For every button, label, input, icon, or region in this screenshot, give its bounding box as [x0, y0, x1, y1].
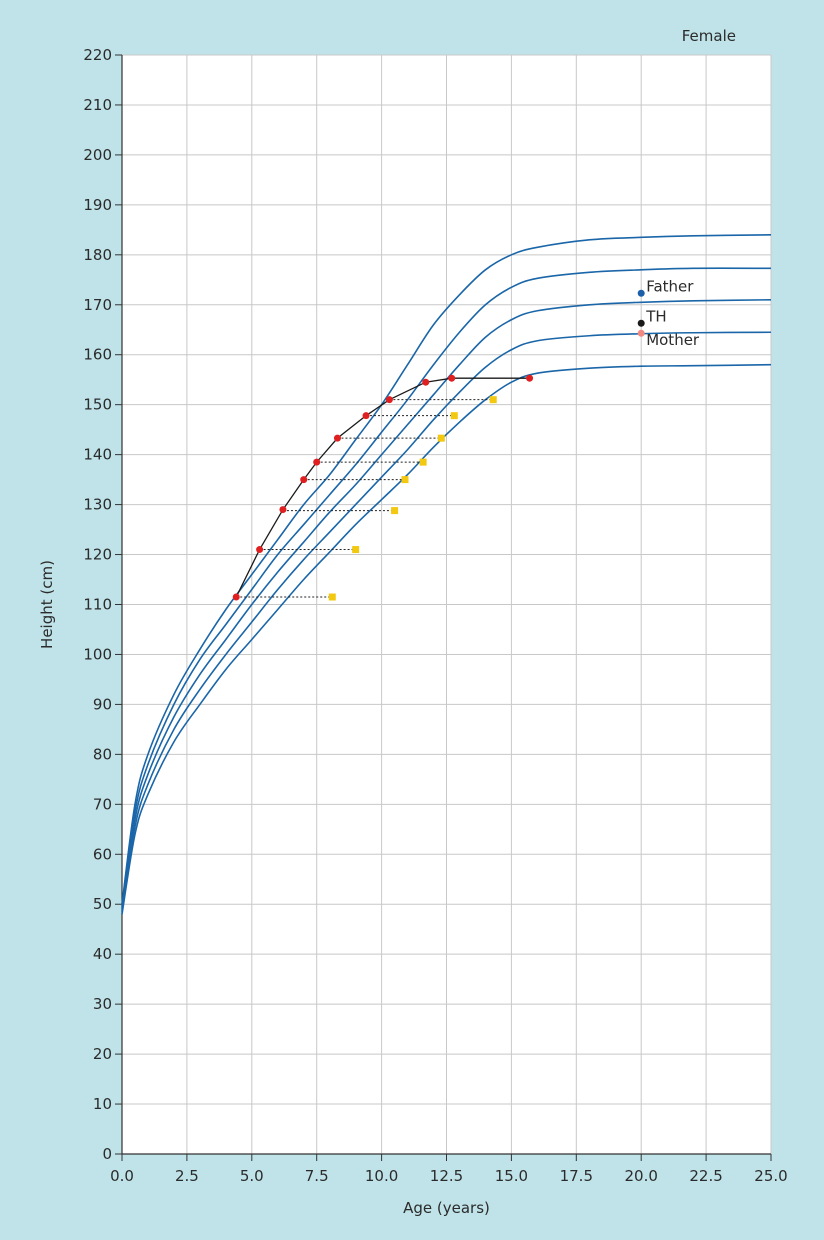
- y-tick-label: 220: [83, 46, 112, 64]
- parent-label: TH: [645, 307, 666, 325]
- centile-curve: [121, 234, 772, 905]
- centile-curve: [121, 267, 772, 907]
- bone-age-point: [328, 593, 336, 601]
- parent-label: Mother: [646, 331, 700, 349]
- y-tick-label: 100: [83, 645, 112, 663]
- y-tick-label: 70: [93, 795, 112, 813]
- measured-height-point: [279, 506, 287, 514]
- x-tick-label: 15.0: [495, 1167, 528, 1185]
- tick-labels: 0.0 2.5 5.0 7.5 10.0 12.5 15.0 17.5 20.0 22.5 25.0…: [83, 46, 787, 1185]
- centile-curve: [121, 331, 772, 912]
- measured-height-point: [422, 378, 430, 386]
- measured-height-point: [300, 476, 308, 484]
- measured-height-point: [385, 396, 393, 404]
- x-tick-label: 2.5: [175, 1167, 199, 1185]
- bone-age-point: [437, 434, 445, 442]
- parent-point: [637, 289, 645, 297]
- y-axis-title: Height (cm): [38, 560, 56, 649]
- series: [121, 234, 772, 915]
- x-tick-label: 12.5: [430, 1167, 463, 1185]
- measured-height-point: [362, 412, 370, 420]
- measured-height-point: [232, 593, 240, 601]
- y-tick-label: 20: [93, 1045, 112, 1063]
- measured-height-point: [333, 434, 341, 442]
- y-tick-label: 30: [93, 995, 112, 1013]
- y-tick-label: 0: [102, 1145, 112, 1163]
- measured-height-point: [448, 374, 456, 382]
- chart-title: Female: [682, 27, 736, 45]
- bone-age-point: [419, 458, 427, 466]
- x-tick-label: 17.5: [560, 1167, 593, 1185]
- bone-age-point: [450, 412, 458, 420]
- x-tick-label: 25.0: [754, 1167, 787, 1185]
- data-marks: Father TH Mother: [232, 277, 700, 601]
- bone-age-point: [391, 507, 399, 515]
- measured-height-point: [526, 374, 534, 382]
- centile-curve: [121, 363, 772, 915]
- grid: [121, 54, 772, 1155]
- parent-point: [637, 329, 645, 337]
- measured-height-point: [313, 458, 321, 466]
- y-tick-label: 40: [93, 945, 112, 963]
- y-tick-label: 170: [83, 296, 112, 314]
- y-tick-label: 180: [83, 246, 112, 264]
- x-tick-label: 20.0: [624, 1167, 657, 1185]
- bone-age-point: [489, 396, 497, 404]
- centile-curve: [121, 298, 772, 910]
- y-tick-label: 210: [83, 96, 112, 114]
- measured-height-point: [256, 546, 264, 554]
- y-tick-label: 160: [83, 346, 112, 364]
- y-tick-label: 110: [83, 596, 112, 614]
- x-tick-label: 22.5: [689, 1167, 722, 1185]
- bone-age-point: [401, 476, 409, 484]
- x-axis-title: Age (years): [403, 1199, 490, 1217]
- y-tick-label: 80: [93, 745, 112, 763]
- y-tick-label: 130: [83, 496, 112, 514]
- x-tick-label: 7.5: [305, 1167, 329, 1185]
- x-tick-label: 5.0: [240, 1167, 264, 1185]
- y-tick-label: 60: [93, 845, 112, 863]
- y-tick-label: 150: [83, 396, 112, 414]
- y-tick-label: 10: [93, 1095, 112, 1113]
- y-tick-label: 90: [93, 695, 112, 713]
- y-tick-label: 190: [83, 196, 112, 214]
- y-tick-label: 50: [93, 895, 112, 913]
- y-tick-label: 140: [83, 446, 112, 464]
- axes: [115, 54, 772, 1161]
- y-tick-label: 200: [83, 146, 112, 164]
- y-tick-label: 120: [83, 546, 112, 564]
- x-tick-label: 10.0: [365, 1167, 398, 1185]
- bone-age-point: [352, 546, 360, 554]
- x-tick-label: 0.0: [110, 1167, 134, 1185]
- parent-point: [637, 319, 645, 327]
- parent-label: Father: [646, 277, 694, 295]
